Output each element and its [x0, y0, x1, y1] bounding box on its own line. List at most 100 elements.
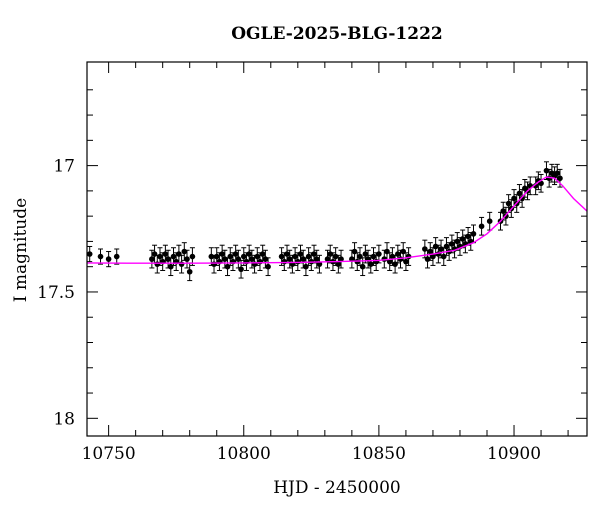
data-point [511, 189, 517, 208]
data-marker [400, 248, 407, 255]
data-point [324, 249, 331, 269]
data-marker [151, 251, 158, 257]
data-marker [327, 251, 334, 257]
data-marker [443, 243, 450, 250]
x-tick-label: 10750 [82, 444, 136, 464]
data-marker [297, 251, 304, 257]
data-marker [367, 261, 374, 267]
data-point [427, 242, 434, 261]
data-marker [424, 256, 431, 262]
axis-ticks: 10750 10800 10850 10900 17 17.5 18 [37, 62, 587, 464]
data-marker [478, 223, 485, 230]
data-marker [324, 256, 331, 262]
data-point [478, 216, 485, 236]
data-marker [97, 253, 104, 260]
data-marker [376, 251, 382, 257]
data-marker [449, 241, 455, 247]
data-point [311, 244, 317, 264]
x-tick-label: 10850 [352, 444, 406, 464]
data-marker [338, 256, 344, 262]
data-point [395, 244, 401, 264]
data-point [386, 252, 393, 271]
data-marker [243, 258, 250, 265]
data-point [376, 244, 382, 264]
data-marker [211, 261, 217, 267]
data-marker [384, 248, 390, 255]
data-marker [505, 200, 512, 207]
data-marker [189, 253, 196, 260]
data-marker [157, 253, 163, 260]
data-point [449, 234, 455, 254]
data-marker [240, 253, 247, 260]
data-marker [470, 231, 477, 237]
data-marker [392, 261, 398, 267]
data-marker [303, 263, 309, 270]
data-marker [278, 253, 285, 260]
data-point [97, 248, 104, 265]
data-point [335, 254, 342, 274]
data-point [105, 251, 112, 268]
data-point [516, 184, 523, 203]
data-marker [300, 256, 307, 262]
data-marker [486, 218, 493, 225]
data-marker [222, 256, 228, 262]
data-point [486, 211, 493, 231]
data-point [189, 247, 196, 266]
chart-title: OGLE-2025-BLG-1222 [231, 24, 443, 44]
data-marker [286, 256, 293, 262]
data-marker [554, 170, 561, 176]
data-marker [176, 251, 182, 257]
data-marker [438, 246, 444, 252]
data-marker [162, 251, 169, 257]
data-point [278, 247, 285, 266]
data-point [249, 249, 255, 269]
data-point [113, 248, 120, 265]
data-point [370, 247, 377, 266]
data-point [170, 247, 177, 266]
data-point [338, 249, 344, 269]
data-marker [262, 256, 269, 262]
data-marker [154, 261, 161, 267]
x-tick-label: 10900 [487, 444, 541, 464]
data-point [184, 249, 190, 269]
model-curve [87, 176, 587, 264]
data-marker [351, 248, 358, 255]
data-marker [246, 251, 252, 257]
data-marker [259, 251, 266, 257]
data-point [286, 249, 293, 269]
data-point [362, 244, 369, 264]
data-marker [532, 183, 539, 189]
x-tick-label: 10800 [217, 444, 271, 464]
data-point [403, 252, 409, 271]
data-marker [249, 256, 255, 262]
data-marker [440, 253, 447, 260]
data-point [313, 249, 320, 269]
data-marker [305, 253, 312, 260]
data-marker [454, 238, 461, 245]
data-marker [465, 233, 471, 240]
y-tick-label: 17 [53, 157, 75, 177]
data-marker [543, 167, 550, 174]
data-marker [511, 195, 517, 202]
data-marker [181, 248, 188, 255]
data-marker [311, 251, 317, 257]
data-marker [292, 253, 298, 260]
data-marker [170, 253, 177, 260]
data-marker [313, 256, 320, 262]
data-marker [362, 251, 369, 257]
data-point [178, 254, 185, 274]
data-marker [395, 251, 401, 257]
data-marker [281, 258, 288, 265]
data-marker [213, 253, 220, 260]
data-point [557, 168, 563, 188]
data-marker [184, 256, 190, 262]
data-marker [295, 258, 301, 265]
data-point [265, 257, 271, 277]
data-marker [284, 251, 290, 257]
data-point [454, 232, 461, 251]
data-marker [427, 248, 434, 255]
data-marker [167, 263, 174, 270]
data-marker [254, 253, 261, 260]
data-marker [257, 258, 263, 265]
